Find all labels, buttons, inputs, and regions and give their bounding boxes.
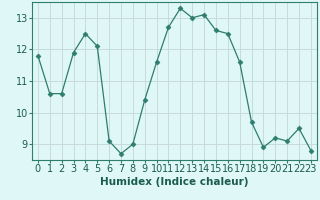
X-axis label: Humidex (Indice chaleur): Humidex (Indice chaleur) [100,177,249,187]
